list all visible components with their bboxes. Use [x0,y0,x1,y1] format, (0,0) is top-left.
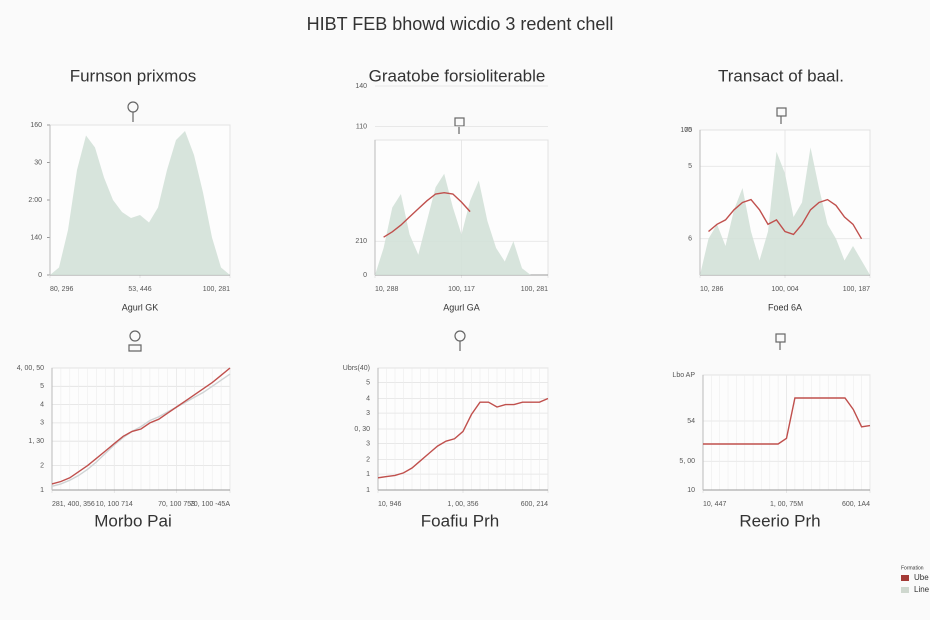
x-tick-label: 100, 187 [843,286,870,293]
x-tick-label: 70, 100 -45A [190,501,230,508]
y-tick-label: 4, 00, 50 [17,365,44,372]
x-tick-label: 10, 288 [375,286,398,293]
chart: Morbo Pai 4, 00, 50 5 4 3 1, 30 2 1 281, 400, 35… [17,365,231,530]
x-tick-label: 100, 281 [203,286,230,293]
x-axis-label: Foed 6A [768,302,802,312]
line [51,373,231,487]
y-tick-label: 75 [684,127,692,134]
y-tick-label: 4 [366,395,370,402]
y-tick-label: 54 [687,418,695,425]
y-tick-label: 4 [40,401,44,408]
x-tick-label: 1, 00, 356 [447,501,478,508]
chart-title: Furnson prixmos [70,66,197,85]
legend: Formation Ube Line [896,562,930,596]
y-tick-label: 30 [34,159,42,166]
x-tick-label: 10, 447 [703,501,726,508]
icons [127,101,787,352]
x-tick-label: 53, 446 [128,286,151,293]
y-tick-label: 140 [355,83,367,90]
y-tick-label: 10 [687,487,695,494]
chart: Transact of baal. Foed 6A 75 5 100 6 10, 286 10… [680,66,871,312]
chart-title: Foafiu Prh [421,511,499,530]
y-tick-label: 3 [366,440,370,447]
x-tick-label: 10, 100 714 [96,501,133,508]
x-axis-label: Agurl GA [443,302,480,312]
y-tick-label: 0 [38,272,42,279]
y-tick-label: 210 [355,238,367,245]
line [377,397,549,479]
chart: Furnson prixmos Agurl GK 160 30 2:00 140 0 80, … [28,66,231,312]
line [708,198,863,240]
y-tick-label: 1, 30 [28,438,44,445]
x-tick-label: 70, 100 753 [158,501,195,508]
legend-swatch [901,575,909,581]
x-tick-label: 100, 281 [521,286,548,293]
y-tick-label: 2 [40,462,44,469]
y-tick-label: 2:00 [28,197,42,204]
chart: Foafiu Prh Ubrs(40) 5 4 3 0, 30 3 2 1 1 10, 946 1, … [343,365,549,530]
area [375,173,548,275]
x-axis-label: Agurl GK [122,302,159,312]
page-title: HIBT FEB bhowd wicdio 3 redent chell [307,14,614,34]
chart-title: Morbo Pai [94,511,171,530]
legend-swatch [901,587,909,593]
area [50,131,230,275]
y-tick-label: 160 [30,122,42,129]
x-tick-label: 10, 946 [378,501,401,508]
x-tick-label: 600, 1A4 [842,501,870,508]
y-tick-label: 3 [366,410,370,417]
x-tick-label: 100, 117 [448,286,475,293]
chart-title: Graatobe forsioliterable [369,66,546,85]
y-tick-label: 1 [366,471,370,478]
y-tick-label: 0 [363,272,367,279]
x-tick-label: 600, 214 [521,501,548,508]
y-tick-label: Lbo AP [672,372,695,379]
y-tick-label: 1 [366,487,370,494]
y-tick-label: 3 [40,420,44,427]
y-tick-label: 0, 30 [354,426,370,433]
line [51,367,231,485]
y-tick-label: 110 [356,123,367,130]
y-tick-label: 100 [680,127,692,134]
y-tick-label: 5 [40,383,44,390]
y-tick-label: Ubrs(40) [343,365,370,372]
x-tick-label: 80, 296 [50,286,73,293]
y-tick-label: 5 [688,163,692,170]
x-tick-label: 100, 004 [771,286,798,293]
line [703,397,871,445]
x-tick-label: 281, 400, 356 [52,501,95,508]
y-tick-label: 140 [30,234,42,241]
y-tick-label: 5, 00 [679,458,695,465]
legend-label: Line [914,585,930,594]
x-tick-label: 1, 00, 75M [770,501,803,508]
y-tick-label: 1 [40,487,44,494]
chart-title: Reerio Prh [739,511,820,530]
legend-label: Ube [914,573,929,582]
area [700,147,870,275]
chart: Reerio Prh Lbo AP 54 5, 00 10 10, 447 1, 00, 7… [672,372,871,530]
chart-title: Transact of baal. [718,66,844,85]
line [383,191,471,238]
x-tick-label: 10, 286 [700,286,723,293]
chart: Graatobe forsioliterable Agurl GA 110 140 21… [355,66,549,312]
legend-title: Formation [901,565,924,571]
y-tick-label: 2 [366,456,370,463]
y-tick-label: 5 [366,379,370,386]
y-tick-label: 6 [688,236,692,243]
